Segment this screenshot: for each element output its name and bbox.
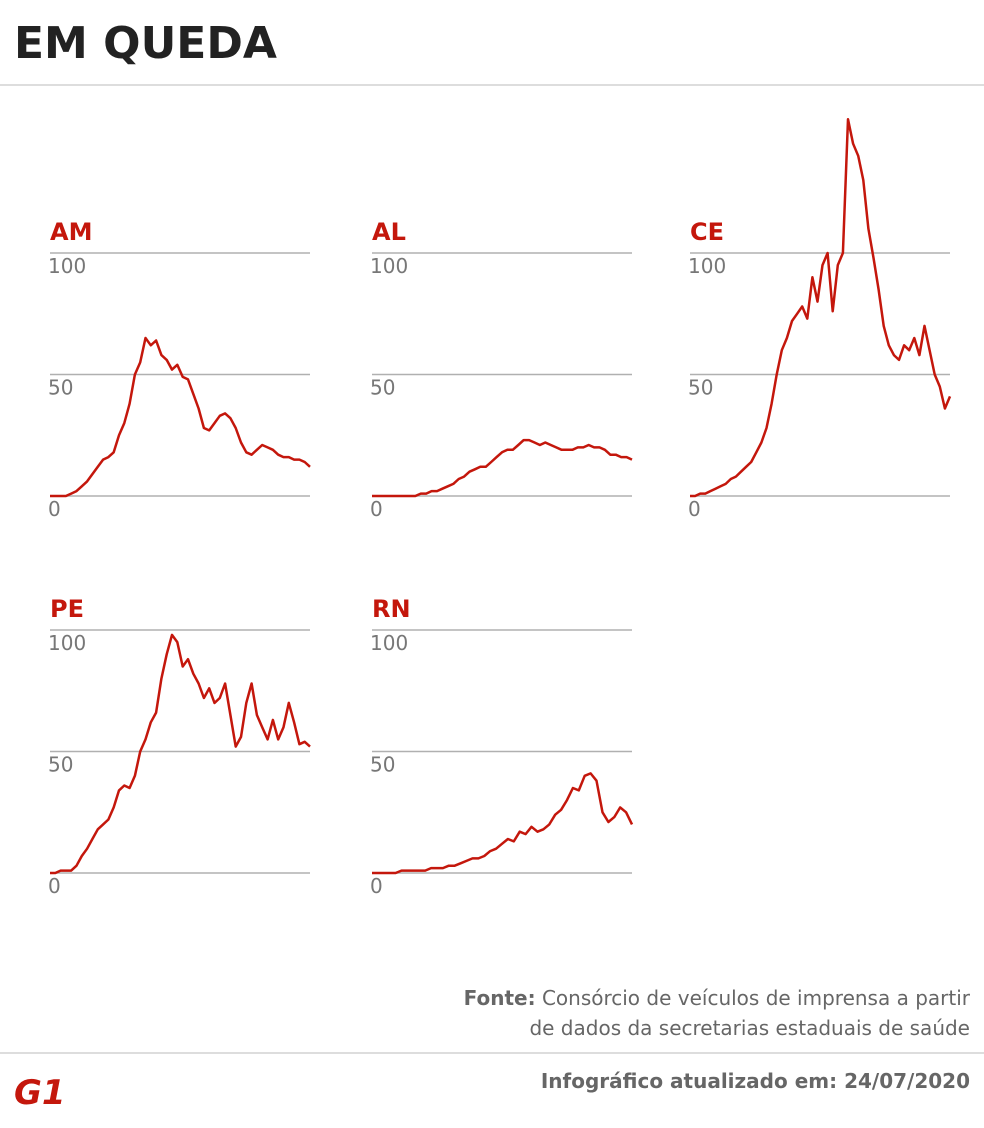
source-label: Fonte:: [464, 986, 536, 1010]
y-tick-label: 50: [370, 753, 395, 777]
y-tick-label: 0: [370, 497, 383, 521]
y-tick-label: 0: [370, 874, 383, 898]
y-tick-label: 100: [370, 631, 408, 655]
line: [372, 438, 633, 498]
line: [50, 633, 311, 875]
panel-title: RN: [372, 595, 411, 623]
y-tick-label: 100: [48, 631, 86, 655]
page-title: EM QUEDA: [14, 18, 277, 69]
line: [690, 118, 952, 498]
y-tick-label: 0: [688, 497, 701, 521]
panel-title: AL: [372, 218, 406, 246]
updated: Infográfico atualizado em: 24/07/2020: [541, 1069, 970, 1093]
line: [50, 336, 311, 498]
y-tick-label: 50: [48, 376, 73, 400]
panel-title: AM: [50, 218, 92, 246]
y-tick-label: 100: [688, 254, 726, 278]
y-tick-label: 50: [370, 376, 395, 400]
y-tick-label: 0: [48, 497, 61, 521]
panel-title: CE: [690, 218, 724, 246]
logo: G1: [14, 1073, 66, 1113]
source-line: Consórcio de veículos de imprensa a part…: [542, 986, 971, 1010]
line: [372, 772, 634, 875]
y-tick-label: 100: [48, 254, 86, 278]
source-line: de dados da secretarias estaduais de saú…: [529, 1016, 970, 1040]
y-tick-label: 100: [370, 254, 408, 278]
panel-title: PE: [50, 595, 84, 623]
y-tick-label: 50: [688, 376, 713, 400]
source: Fonte: Consórcio de veículos de imprensa…: [464, 986, 971, 1010]
y-tick-label: 0: [48, 874, 61, 898]
y-tick-label: 50: [48, 753, 73, 777]
